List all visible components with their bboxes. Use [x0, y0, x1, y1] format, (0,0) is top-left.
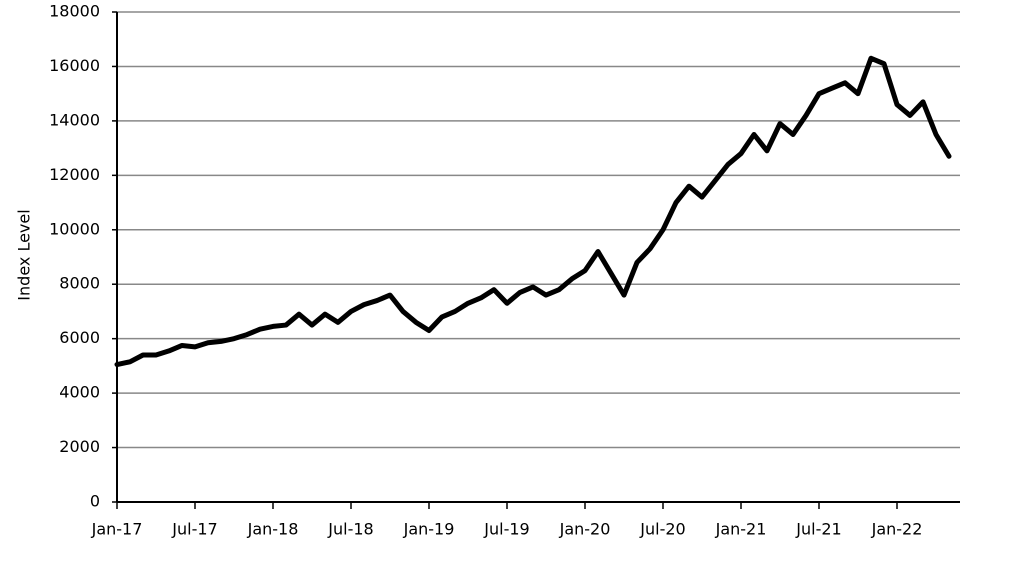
y-tick-label: 14000	[49, 110, 100, 129]
y-tick-label: 6000	[59, 328, 100, 347]
y-axis-label: Index Level	[15, 209, 34, 300]
x-tick-label: Jan-20	[559, 520, 611, 539]
y-tick-label: 10000	[49, 219, 100, 238]
x-tick-label: Jul-20	[639, 520, 685, 539]
y-tick-label: 16000	[49, 56, 100, 75]
x-tick-label: Jan-22	[871, 520, 923, 539]
y-tick-label: 0	[90, 492, 100, 511]
x-tick-label: Jan-19	[403, 520, 455, 539]
line-series	[114, 55, 952, 368]
y-tick-label: 4000	[59, 383, 100, 402]
y-tick-label: 2000	[59, 437, 100, 456]
x-tick-label: Jul-17	[171, 520, 217, 539]
y-tick-label: 18000	[49, 2, 100, 21]
x-tick-label: Jan-21	[715, 520, 767, 539]
y-tick-label: 12000	[49, 165, 100, 184]
x-tick-label: Jul-18	[327, 520, 373, 539]
y-tick-label: 8000	[59, 274, 100, 293]
x-tick-label: Jan-18	[247, 520, 299, 539]
x-tick-label: Jan-17	[91, 520, 143, 539]
x-tick-label: Jul-19	[483, 520, 529, 539]
x-tick-label: Jul-21	[795, 520, 841, 539]
